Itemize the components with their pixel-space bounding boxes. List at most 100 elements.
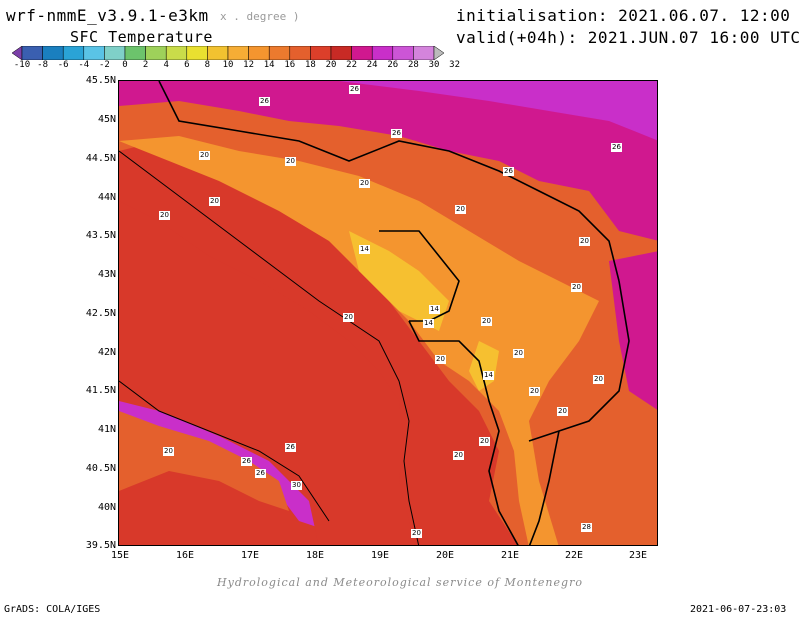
contour-label: 20 [593,375,604,384]
contour-label: 26 [259,97,270,106]
cool-highlands [349,231,449,331]
colorbar-tick-label: 28 [407,60,419,70]
colorbar-swatch [124,46,146,60]
contour-label: 20 [285,157,296,166]
contour-label: 26 [255,469,266,478]
lon-label: 22E [564,550,584,561]
colorbar-tick-label: -4 [78,60,90,70]
contour-label: 26 [349,85,360,94]
colorbar-swatch [83,46,105,60]
lat-label: 40.5N [85,463,116,474]
lon-label: 23E [628,550,648,561]
colorbar-tick-label: 32 [449,60,461,70]
colorbar-swatch [207,46,229,60]
colorbar-tick-label: -6 [57,60,69,70]
contour-label: 20 [411,529,422,538]
colorbar-swatch [104,46,126,60]
colorbar-swatch [289,46,311,60]
software-label: GrADS: COLA/IGES [4,604,101,615]
lon-label: 16E [175,550,195,561]
very-hot-zone [339,81,657,141]
adriatic-sea [119,201,419,545]
colorbar-swatch [165,46,188,60]
contour-label: 30 [291,481,302,490]
borders [158,81,630,545]
colorbar-tick-label: 0 [122,60,128,70]
contour-label: 20 [199,151,210,160]
mid-temp-band [119,136,599,545]
colorbar-swatch [268,46,291,60]
render-timestamp: 2021-06-07-23:03 [690,604,787,615]
contour-label: 26 [285,443,296,452]
colorbar-tick-label: 24 [366,60,378,70]
contour-label: 14 [429,305,440,314]
colorbar-swatch [227,46,249,60]
lon-label: 21E [500,550,520,561]
colorbar-swatch [145,46,167,60]
colorbar-min-cap [12,46,23,60]
contour-label: 20 [579,237,590,246]
contour-label: 20 [571,283,582,292]
colorbar-swatch [62,46,85,60]
colorbar-swatch [21,46,43,60]
lon-label: 17E [240,550,260,561]
contour-label: 20 [529,387,540,396]
colorbar [12,46,444,60]
lat-label: 40N [97,502,116,513]
lon-label: 19E [370,550,390,561]
contour-label: 20 [343,313,354,322]
lat-label: 43.5N [85,230,116,241]
contour-label: 20 [557,407,568,416]
colorbar-tick-label: 16 [284,60,296,70]
colorbar-ticks: -10 -8 -6 -4 -2 0 2 4 6 8 10 12 14 16 18 20 22 24 26 28 30 32 [0,60,460,74]
initialisation-time: initialisation: 2021.06.07. 12:00 UTC [456,6,800,25]
colorbar-tick-label: 6 [184,60,190,70]
model-resolution: x . degree ) [220,10,300,23]
contour-label: 28 [581,523,592,532]
credit-line: Hydrological and Meteorological service … [217,576,583,589]
colorbar-swatch [248,46,270,60]
lat-label: 44N [97,192,116,203]
contour-label: 20 [479,437,490,446]
lat-label: 41.5N [85,385,116,396]
colorbar-swatch [351,46,373,60]
colorbar-tick-label: 4 [163,60,169,70]
contour-label: 26 [611,143,622,152]
colorbar-tick-label: 2 [142,60,149,70]
italy-land [119,411,289,511]
colorbar-tick-label: 14 [263,60,275,70]
colorbar-tick-label: -2 [98,60,110,70]
lon-label: 20E [435,550,455,561]
contour-label: 26 [503,167,514,176]
contour-label: 14 [483,371,494,380]
colorbar-tick-label: 18 [304,60,316,70]
hot-zone [119,81,657,241]
contour-label: 20 [159,211,170,220]
field-title: SFC Temperature [70,28,213,46]
lat-label: 44.5N [85,153,116,164]
lat-label: 41N [97,424,116,435]
colorbar-tick-label: -10 [13,60,31,70]
contour-label: 20 [435,355,446,364]
colorbar-tick-label: 26 [387,60,399,70]
colorbar-swatch [310,46,332,60]
contour-label: 20 [209,197,220,206]
contour-label: 20 [163,447,174,456]
lat-label: 45.5N [85,75,116,86]
lat-label: 42.5N [85,308,116,319]
contour-label: 26 [391,129,402,138]
valid-time: valid(+04h): 2021.JUN.07 16:00 UTC [456,28,800,47]
model-name: wrf-nmmE_v3.9.1-e3km [6,6,209,25]
lat-label: 39.5N [85,540,116,551]
lon-label: 18E [305,550,325,561]
colorbar-tick-label: 12 [243,60,255,70]
contour-label: 14 [359,245,370,254]
lat-label: 45N [97,114,116,125]
colorbar-swatch [371,46,394,60]
colorbar-swatch [186,46,208,60]
contour-label: 20 [455,205,466,214]
lat-label: 42N [97,347,116,358]
contour-label: 20 [359,179,370,188]
colorbar-tick-label: 20 [325,60,337,70]
colorbar-tick-label: 10 [222,60,234,70]
